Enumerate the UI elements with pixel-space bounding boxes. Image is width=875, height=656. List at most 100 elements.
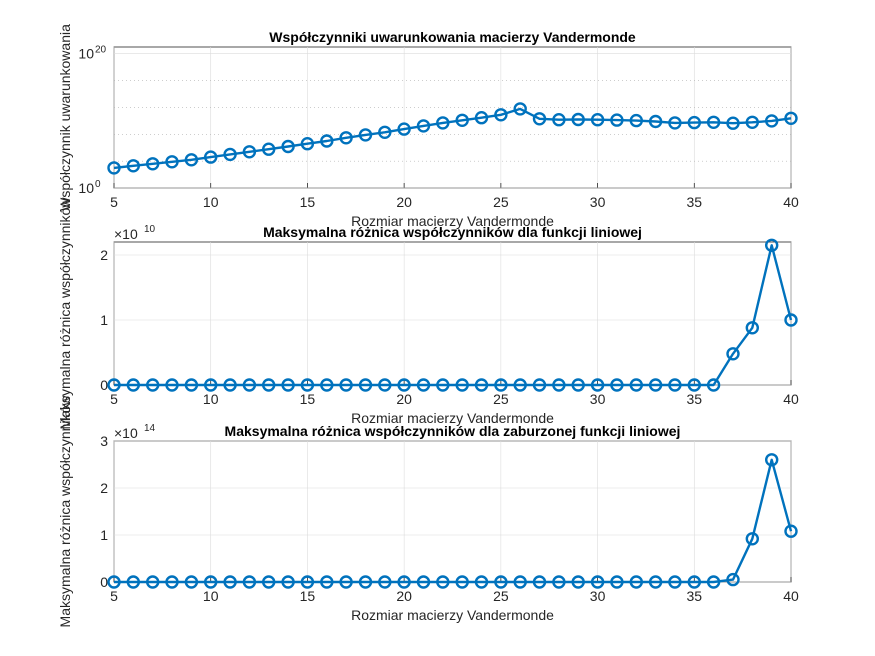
x-tick-label: 35: [686, 588, 702, 604]
y-tick-label: 2: [100, 247, 108, 263]
data-point-marker: [610, 113, 624, 127]
y-exponent-base: ×10: [114, 425, 138, 441]
data-point-marker: [784, 111, 798, 126]
data-series: [107, 453, 798, 589]
data-point-marker: [610, 575, 624, 589]
y-tick-label: 2: [100, 480, 108, 496]
data-point-marker: [203, 150, 218, 164]
x-tick-label: 35: [686, 391, 702, 407]
data-series: [107, 238, 798, 392]
y-tick-label-exponent: 20: [95, 45, 107, 56]
data-point-marker: [436, 575, 450, 589]
data-point-marker: [629, 113, 643, 128]
data-point-marker: [648, 378, 663, 392]
data-point-marker: [300, 136, 315, 151]
data-point-marker: [668, 575, 682, 589]
y-tick-label: 1: [100, 527, 108, 543]
x-tick-label: 10: [203, 194, 219, 210]
data-point-marker: [339, 575, 353, 589]
data-point-marker: [668, 116, 682, 130]
data-point-marker: [532, 112, 547, 126]
data-point-marker: [745, 532, 759, 546]
data-point-marker: [590, 575, 605, 589]
data-point-marker: [145, 157, 160, 171]
series-line: [114, 244, 793, 387]
data-point-marker: [513, 378, 527, 392]
data-point-marker: [107, 378, 121, 392]
data-point-marker: [242, 145, 257, 159]
x-tick-label: 35: [686, 194, 702, 210]
data-point-marker: [668, 378, 682, 392]
data-point-marker: [552, 575, 566, 589]
data-point-marker: [513, 575, 527, 589]
data-point-marker: [203, 575, 218, 589]
x-axis-label: Rozmiar macierzy Vandermonde: [351, 213, 554, 229]
axes-box: [113, 241, 792, 386]
data-point-marker: [571, 378, 585, 392]
data-point-marker: [765, 453, 779, 467]
data-point-marker: [397, 122, 411, 136]
data-point-marker: [745, 321, 759, 335]
data-point-marker: [320, 575, 334, 589]
y-tick-label-exponent: 0: [95, 179, 101, 190]
x-tick-label: 30: [590, 391, 606, 407]
y-tick-label: 0: [100, 574, 108, 590]
x-tick-label: 40: [783, 391, 799, 407]
data-point-marker: [223, 575, 237, 589]
data-point-marker: [455, 575, 469, 589]
chart-title: Maksymalna różnica współczynników dla za…: [225, 423, 681, 439]
data-point-marker: [145, 575, 160, 589]
data-point-marker: [107, 161, 121, 175]
x-tick-label: 30: [590, 194, 606, 210]
data-point-marker: [455, 113, 469, 128]
data-point-marker: [107, 575, 121, 589]
data-point-marker: [320, 134, 334, 148]
data-point-marker: [532, 575, 547, 589]
subplot-perturbed-linear-function-diff: 5 10 15 20 25 30 35 40 0 1 2 3 Maksymalna różnica w…: [57, 395, 799, 628]
data-point-marker: [513, 102, 527, 116]
data-point-marker: [223, 378, 237, 392]
x-tick-label: 25: [493, 194, 509, 210]
data-point-marker: [455, 378, 469, 392]
data-point-marker: [358, 575, 373, 589]
data-point-marker: [242, 378, 257, 392]
data-point-marker: [145, 378, 160, 392]
data-point-marker: [378, 575, 392, 589]
x-tick-label: 15: [300, 391, 316, 407]
data-point-marker: [765, 238, 779, 253]
data-series: [107, 102, 798, 175]
data-point-marker: [262, 378, 276, 392]
data-point-marker: [184, 575, 199, 589]
y-exponent-power: 14: [144, 423, 156, 434]
data-point-marker: [726, 116, 740, 130]
x-tick-label: 5: [110, 391, 118, 407]
x-tick-label: 20: [396, 588, 412, 604]
y-tick-label: 0: [100, 377, 108, 393]
data-point-marker: [590, 378, 605, 392]
data-point-marker: [610, 378, 624, 392]
data-point-marker: [300, 575, 315, 589]
data-point-marker: [126, 159, 141, 173]
x-tick-label: 15: [300, 588, 316, 604]
data-point-marker: [126, 575, 141, 589]
data-point-marker: [126, 378, 141, 392]
data-point-marker: [706, 115, 721, 130]
y-tick-label-base: 10: [78, 46, 94, 62]
data-point-marker: [648, 114, 663, 129]
data-point-marker: [358, 378, 373, 392]
data-point-marker: [397, 378, 411, 392]
data-point-marker: [784, 313, 798, 327]
x-tick-label: 5: [110, 588, 118, 604]
data-point-marker: [184, 378, 199, 392]
data-point-marker: [203, 378, 218, 392]
data-point-marker: [300, 378, 315, 392]
y-tick-label: 3: [100, 433, 108, 449]
tick-labels: 5 10 15 20 25 30 35 40 0 1 2: [100, 247, 799, 407]
data-point-marker: [242, 575, 257, 589]
data-point-marker: [320, 378, 334, 392]
data-point-marker: [726, 347, 740, 361]
data-point-marker: [474, 378, 489, 392]
series-line: [113, 107, 792, 170]
